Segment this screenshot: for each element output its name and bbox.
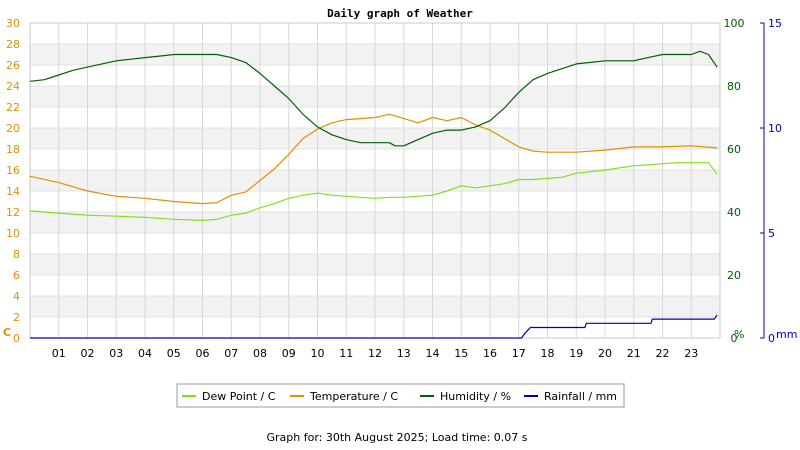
x-axis-tick-label: 16 (483, 347, 497, 360)
x-axis-tick-label: 22 (656, 347, 670, 360)
humidity-axis-ticks: 0 20 40 60 80 100 (724, 17, 745, 345)
x-axis-tick-label: 10 (311, 347, 325, 360)
x-axis-tick-label: 04 (138, 347, 152, 360)
humidity-axis-tick-label: 20 (727, 269, 741, 282)
humidity-axis-tick-label: 80 (727, 80, 741, 93)
left-axis-tick-label: 20 (6, 122, 20, 135)
left-axis-tick-label: 12 (6, 206, 20, 219)
left-axis-tick-label: 16 (6, 164, 20, 177)
rainfall-axis-tick-label: 0 (768, 332, 775, 345)
left-axis-tick-label: 0 (13, 332, 20, 345)
rainfall-axis-ticks: 0 5 10 15 (760, 17, 782, 345)
x-axis-tick-label: 19 (569, 347, 583, 360)
legend-label: Rainfall / mm (544, 390, 617, 403)
chart-footer: Graph for: 30th August 2025; Load time: … (267, 431, 528, 444)
x-axis-tick-label: 09 (282, 347, 296, 360)
series-line (29, 113, 718, 205)
legend-label: Humidity / % (440, 390, 511, 403)
rainfall-axis-unit-label: mm (776, 328, 797, 341)
rainfall-axis-tick-label: 5 (768, 227, 775, 240)
x-axis-tick-label: 07 (224, 347, 238, 360)
x-axis-tick-label: 23 (684, 347, 698, 360)
x-axis-ticks: 01 02 03 04 05 06 07 08 09 10 11 12 13 14 15 16 17 18 19 20… (52, 347, 699, 360)
x-axis-tick-label: 14 (426, 347, 440, 360)
left-axis-tick-label: 2 (13, 311, 20, 324)
left-axis-tick-label: 28 (6, 38, 20, 51)
left-axis-tick-label: 10 (6, 227, 20, 240)
legend: Dew Point / C Temperature / C Humidity / %… (182, 390, 617, 403)
humidity-axis-tick-label: 0 (731, 332, 738, 345)
x-axis-tick-label: 15 (454, 347, 468, 360)
x-axis-tick-label: 02 (81, 347, 95, 360)
left-axis-unit-label: C (3, 326, 11, 339)
chart-title: Daily graph of Weather (327, 7, 473, 20)
x-axis-tick-label: 08 (253, 347, 267, 360)
left-axis-tick-label: 18 (6, 143, 20, 156)
left-axis-tick-label: 26 (6, 59, 20, 72)
x-axis-tick-label: 05 (167, 347, 181, 360)
humidity-axis-tick-label: 100 (724, 17, 745, 30)
series-lines (29, 50, 718, 339)
legend-label: Dew Point / C (202, 390, 276, 403)
x-axis-tick-label: 20 (598, 347, 612, 360)
rainfall-axis-tick-label: 10 (768, 122, 782, 135)
x-axis-tick-label: 06 (196, 347, 210, 360)
left-axis-tick-label: 8 (13, 248, 20, 261)
rainfall-axis-tick-label: 15 (768, 17, 782, 30)
x-axis-tick-label: 01 (52, 347, 66, 360)
left-axis-tick-label: 22 (6, 101, 20, 114)
humidity-axis-tick-label: 40 (727, 206, 741, 219)
x-axis-tick-label: 18 (541, 347, 555, 360)
left-axis-tick-label: 6 (13, 269, 20, 282)
humidity-axis-unit-label: % (734, 328, 744, 341)
left-axis-tick-label: 24 (6, 80, 20, 93)
x-axis-tick-label: 21 (627, 347, 641, 360)
series-line (30, 314, 718, 339)
x-axis-tick-label: 11 (339, 347, 353, 360)
left-axis-tick-label: 30 (6, 17, 20, 30)
x-axis-tick-label: 17 (512, 347, 526, 360)
x-axis-tick-label: 13 (397, 347, 411, 360)
left-axis-tick-label: 4 (13, 290, 20, 303)
left-axis-tick-label: 14 (6, 185, 20, 198)
series-line (29, 162, 718, 221)
legend-box (176, 383, 625, 408)
x-axis-tick-label: 12 (368, 347, 382, 360)
humidity-axis-tick-label: 60 (727, 143, 741, 156)
legend-label: Temperature / C (309, 390, 398, 403)
x-axis-tick-label: 03 (109, 347, 123, 360)
series-line (29, 50, 718, 147)
